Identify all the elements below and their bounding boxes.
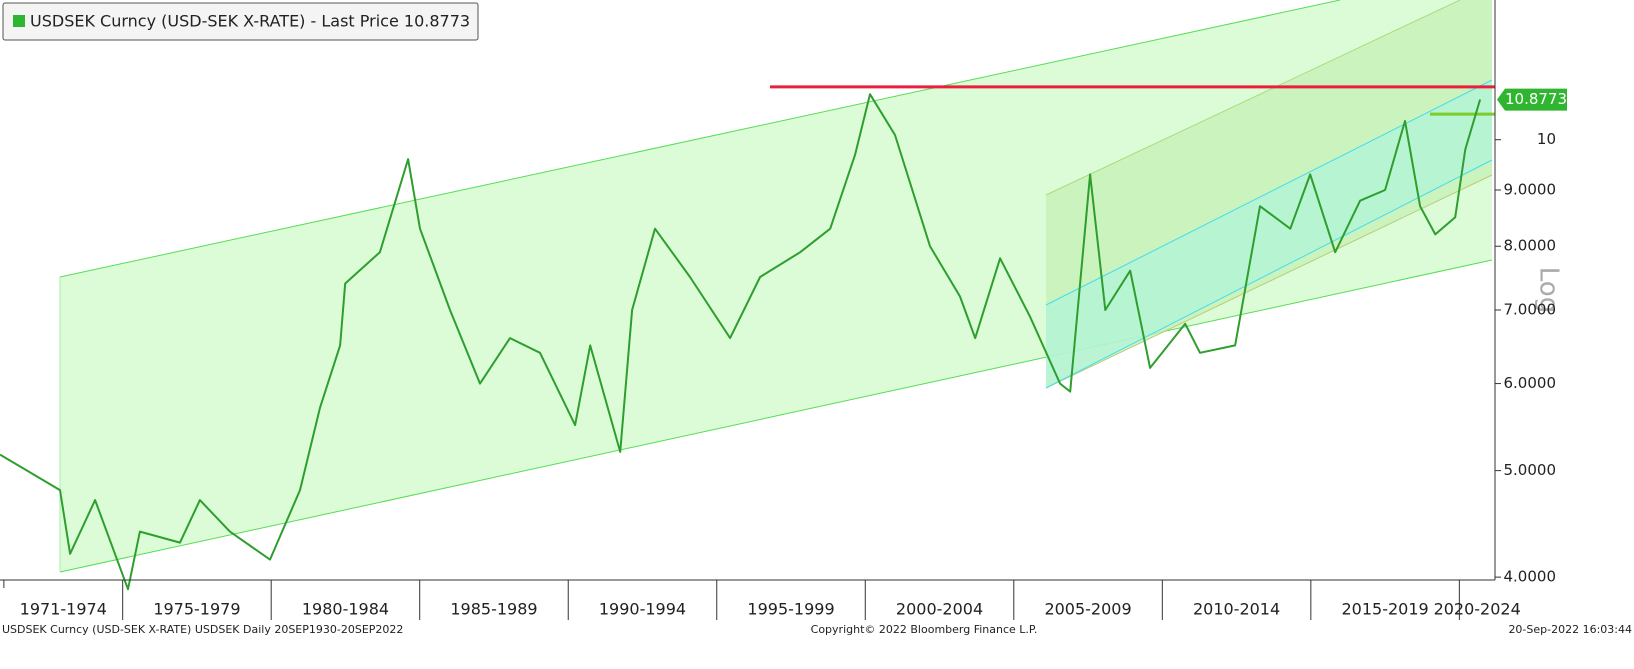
legend-box: [2, 2, 479, 41]
second-channel-lower: [1045, 174, 1493, 389]
last-price-tag: [1497, 88, 1567, 111]
x-tick-label: 1985-1989: [450, 600, 537, 619]
channel-upper: [59, 0, 1341, 278]
x-tick-label: 2015-2019: [1341, 600, 1428, 619]
x-tick-label: 1971-1974: [20, 600, 107, 619]
price-line: [0, 93, 1482, 591]
x-tick-label: 2010-2014: [1193, 600, 1280, 619]
y-tick-label: 8.0000: [1504, 237, 1557, 255]
x-tick-label: 2000-2004: [896, 600, 983, 619]
channel-lower: [59, 259, 1493, 573]
footer-center: Copyright© 2022 Bloomberg Finance L.P.: [811, 623, 1038, 636]
x-tick-label: 1975-1979: [153, 600, 240, 619]
y-tick-label: 10: [1537, 130, 1556, 148]
legend-swatch: [13, 15, 25, 27]
y-tick-label: 6.0000: [1504, 374, 1557, 392]
y-tick-label: 4.0000: [1504, 568, 1557, 586]
main-channel: [60, 0, 1492, 572]
footer-left: USDSEK Curncy (USD-SEK X-RATE) USDSEK Da…: [2, 623, 403, 636]
x-tick-label: 1995-1999: [747, 600, 834, 619]
plot-layer: [0, 85, 1495, 591]
legend-label: USDSEK Curncy (USD-SEK X-RATE) - Last Pr…: [30, 12, 470, 31]
x-tick-label: 1980-1984: [302, 600, 389, 619]
y-tick-label: 7.0000: [1504, 300, 1557, 318]
footer-right: 20-Sep-2022 16:03:44: [1508, 623, 1632, 636]
cyan-channel: [1046, 80, 1492, 388]
x-tick-label: 2020-2024: [1434, 600, 1521, 619]
y-tick-label: 9.0000: [1504, 181, 1557, 199]
x-tick-label: 1990-1994: [599, 600, 686, 619]
last-price-label: 10.8773: [1505, 90, 1567, 108]
cyan-upper: [1045, 79, 1493, 306]
second-channel-upper: [1045, 0, 1461, 196]
x-tick-label: 2005-2009: [1044, 600, 1131, 619]
y-axis-label: Log: [1534, 267, 1564, 313]
y-tick-label: 5.0000: [1504, 461, 1557, 479]
